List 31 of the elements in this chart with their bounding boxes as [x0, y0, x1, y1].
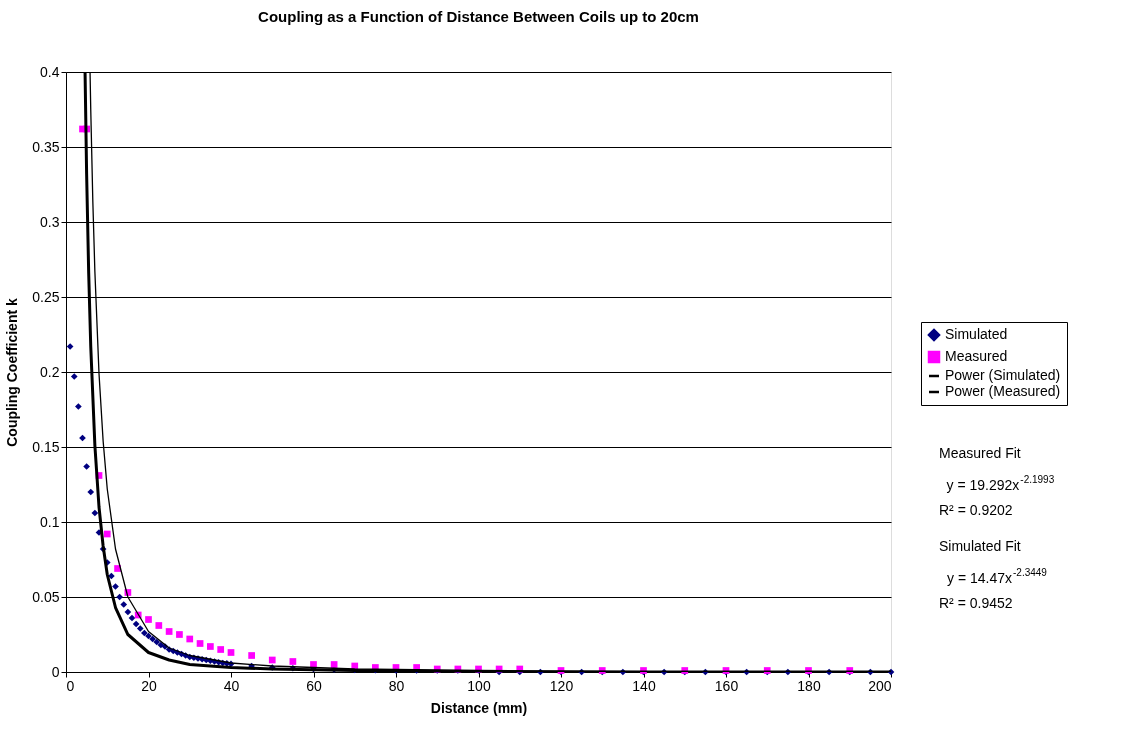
x-tick-label: 200 [868, 677, 892, 694]
y-tick-label: 0.25 [32, 288, 60, 305]
y-tick-label: 0.05 [32, 588, 60, 605]
x-tick-label: 140 [632, 677, 656, 694]
x-tick-label: 100 [467, 677, 491, 694]
legend-label: Simulated [945, 326, 1008, 342]
y-tick-label: 0.2 [40, 363, 60, 380]
chart-title: Coupling as a Function of Distance Between Coils up to 20cm [258, 8, 699, 25]
x-tick-label: 20 [141, 677, 157, 694]
text: R² = 0.9452 [939, 595, 1013, 611]
x-tick-label: 80 [388, 677, 405, 694]
y-tick-label: 0.3 [40, 213, 60, 230]
y-tick-label: 0 [51, 663, 60, 680]
text: Measured Fit [939, 445, 1021, 461]
x-axis-title: Distance (mm) [430, 699, 528, 716]
x-tick-label: 0 [66, 677, 75, 694]
x-tick-label: 60 [306, 677, 322, 694]
x-tick-label: 120 [549, 677, 574, 694]
legend-label: Power (Measured) [945, 383, 1061, 399]
legend-label: Power (Simulated) [945, 367, 1061, 383]
x-tick-label: 160 [714, 677, 739, 694]
x-tick-label: 40 [223, 677, 240, 694]
text: Simulated Fit [939, 538, 1021, 554]
y-axis-title: Coupling Coefficient k [4, 298, 21, 447]
y-tick-label: 0.35 [32, 138, 60, 155]
legend-label: Measured [945, 348, 1008, 364]
y-tick-label: 0.15 [32, 438, 60, 455]
y-tick-label: 0.4 [40, 63, 60, 80]
text: R² = 0.9202 [939, 502, 1013, 518]
y-tick-label: 0.1 [40, 513, 60, 530]
x-tick-label: 180 [797, 677, 821, 694]
